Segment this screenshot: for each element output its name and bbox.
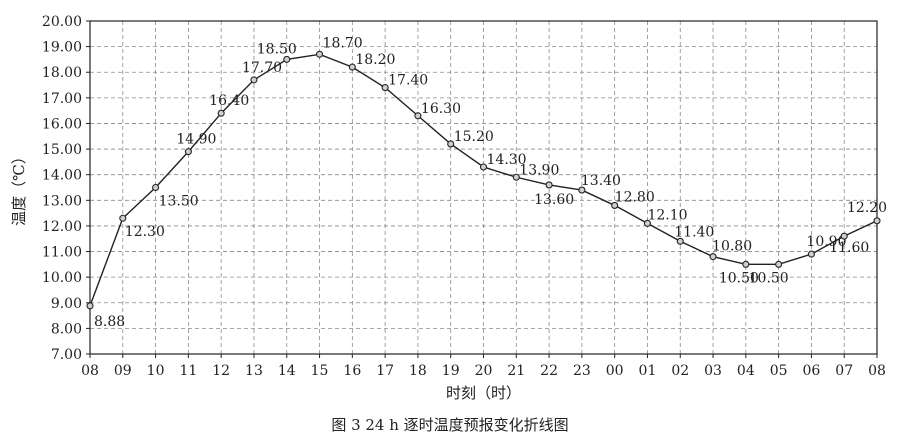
data-label: 17.70: [242, 60, 282, 76]
x-tick-label: 00: [606, 363, 624, 379]
data-label: 18.50: [257, 41, 297, 57]
x-tick-label: 07: [835, 363, 853, 379]
y-tick-label: 18.00: [42, 65, 82, 81]
x-tick-label: 19: [442, 363, 460, 379]
x-tick-label: 01: [639, 363, 657, 379]
figure-caption: 图 3 24 h 逐时温度预报变化折线图: [331, 416, 569, 434]
x-tick-label: 17: [376, 363, 394, 379]
data-label: 13.90: [519, 162, 559, 178]
x-tick-label: 16: [343, 363, 361, 379]
y-tick-label: 20.00: [42, 14, 82, 30]
data-point-marker: [643, 219, 652, 227]
data-label: 15.20: [454, 129, 494, 145]
data-point-marker: [742, 260, 750, 268]
x-tick-label: 06: [803, 363, 821, 379]
y-tick-label: 11.00: [42, 245, 82, 261]
data-point-marker: [512, 173, 520, 181]
y-tick-label: 16.00: [42, 116, 82, 132]
y-tick-label: 13.00: [42, 193, 82, 209]
data-point-marker: [315, 50, 324, 58]
y-tick-label: 9.00: [51, 296, 82, 312]
data-point-marker: [807, 250, 815, 258]
data-label: 11.60: [829, 240, 869, 256]
y-tick-label: 19.00: [42, 40, 82, 56]
data-point-marker: [676, 237, 684, 245]
data-label: 10.50: [719, 270, 759, 286]
y-tick-label: 7.00: [51, 347, 82, 363]
plot-area: [90, 21, 877, 354]
data-point-marker: [578, 186, 586, 194]
x-tick-label: 04: [737, 363, 755, 379]
x-tick-label: 14: [278, 363, 296, 379]
x-tick-label: 13: [245, 363, 263, 379]
x-tick-label: 08: [81, 363, 99, 379]
x-tick-label: 15: [311, 363, 329, 379]
data-label: 13.60: [534, 192, 574, 208]
data-label: 18.70: [323, 35, 363, 51]
data-point-marker: [348, 63, 356, 71]
data-label: 12.30: [125, 224, 165, 240]
data-label: 10.50: [749, 270, 789, 286]
x-tick-label: 23: [573, 363, 591, 379]
data-point-marker: [184, 148, 192, 156]
x-tick-label: 03: [704, 363, 722, 379]
data-point-marker: [479, 163, 488, 171]
data-point-marker: [217, 109, 225, 117]
data-label: 14.90: [176, 132, 216, 148]
data-point-marker: [545, 181, 553, 189]
y-axis-title: 温度（℃）: [10, 149, 28, 226]
data-label: 18.20: [355, 52, 395, 68]
x-axis-title: 时刻（时）: [446, 384, 521, 402]
data-label: 16.40: [209, 93, 249, 109]
data-point-marker: [283, 55, 291, 63]
data-point-marker: [414, 112, 422, 120]
x-tick-label: 21: [507, 363, 525, 379]
x-tick-label: 11: [179, 363, 197, 379]
x-tick-label: 12: [212, 363, 230, 379]
data-label: 10.80: [712, 239, 752, 255]
data-label: 12.80: [615, 189, 655, 205]
data-point-marker: [86, 302, 94, 310]
plot-border: [89, 20, 878, 355]
x-tick-label: 20: [475, 363, 493, 379]
y-tick-label: 17.00: [42, 91, 82, 107]
data-label: 13.40: [581, 173, 621, 189]
x-tick-label: 18: [409, 363, 427, 379]
data-point-marker: [873, 217, 881, 225]
data-point-marker: [250, 76, 258, 84]
data-point-marker: [611, 201, 619, 209]
data-label: 11.40: [674, 224, 714, 240]
data-point-marker: [381, 84, 389, 92]
data-label: 17.40: [388, 73, 428, 89]
y-tick-label: 10.00: [42, 270, 82, 286]
x-tick-label: 09: [114, 363, 132, 379]
data-label: 8.88: [94, 314, 125, 330]
data-point-marker: [119, 214, 127, 222]
data-point-marker: [152, 183, 160, 192]
data-label: 10.90: [806, 234, 846, 250]
x-tick-label: 05: [770, 363, 788, 379]
x-tick-label: 08: [868, 363, 886, 379]
data-label: 16.30: [421, 101, 461, 117]
y-tick-label: 14.00: [42, 168, 82, 184]
data-label: 12.20: [847, 200, 887, 216]
data-point-marker: [840, 232, 848, 240]
data-point-marker: [709, 253, 717, 261]
x-tick-label: 10: [147, 363, 165, 379]
temperature-line-chart: 7.00 8.00 9.00 10.00 11.00 12.00 13.00 14.00 15.…: [10, 14, 887, 402]
data-label: 12.10: [647, 207, 687, 223]
data-label: 13.50: [159, 194, 199, 210]
data-point-marker: [447, 140, 455, 148]
data-point-marker: [775, 260, 783, 268]
y-tick-label: 8.00: [51, 321, 82, 337]
y-tick-label: 15.00: [42, 142, 82, 158]
y-tick-label: 12.00: [42, 219, 82, 235]
x-tick-label: 02: [671, 363, 689, 379]
data-label: 14.30: [487, 152, 527, 168]
x-tick-label: 22: [540, 363, 558, 379]
